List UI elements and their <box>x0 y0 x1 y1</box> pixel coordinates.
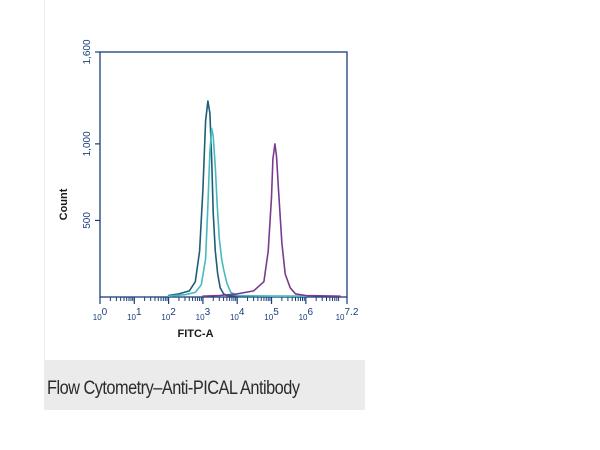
x-tick-exponent: 2 <box>170 307 176 318</box>
histogram-series-line <box>167 127 307 298</box>
y-tick-label: 1,000 <box>82 131 93 156</box>
x-tick-label: 105 <box>264 307 279 322</box>
x-tick-base: 10 <box>230 313 239 322</box>
histogram-series-line <box>202 143 341 298</box>
x-tick-base: 10 <box>196 313 205 322</box>
x-tick-label: 103 <box>196 307 211 322</box>
x-tick-exponent: 7.2 <box>345 307 359 318</box>
x-tick-exponent: 4 <box>239 307 245 318</box>
figure-card: 100 101 102 103 104 105 106 107.2 500 1,000 1,600 F… <box>44 0 365 410</box>
figure-caption: Flow Cytometry–Anti-PICAL Antibody <box>47 378 300 399</box>
x-tick-exponent: 0 <box>102 307 108 318</box>
x-tick-base: 10 <box>264 313 273 322</box>
y-tick-label: 500 <box>82 212 93 229</box>
x-tick-exponent: 3 <box>205 307 211 318</box>
x-tick-base: 10 <box>93 313 102 322</box>
x-tick-label: 104 <box>230 307 245 322</box>
x-axis-title: FITC-A <box>177 328 213 340</box>
x-tick-base: 10 <box>336 313 345 322</box>
histogram-chart: 100 101 102 103 104 105 106 107.25001,0001,600F… <box>58 39 359 340</box>
x-tick-base: 10 <box>161 313 170 322</box>
x-tick-exponent: 6 <box>308 307 314 318</box>
caption-bar: Flow Cytometry–Anti-PICAL Antibody <box>45 360 365 410</box>
x-tick-label: 100 <box>93 307 108 322</box>
x-tick-base: 10 <box>299 313 308 322</box>
plot-frame <box>99 51 348 298</box>
x-tick-label: 106 <box>299 307 314 322</box>
y-axis-title: Count <box>58 188 70 220</box>
x-tick-exponent: 5 <box>273 307 279 318</box>
x-tick-exponent: 1 <box>136 307 142 318</box>
y-tick-label: 1,600 <box>82 39 93 64</box>
x-tick-label: 107.2 <box>336 307 359 322</box>
x-tick-label: 101 <box>127 307 142 322</box>
plot-area: 100 101 102 103 104 105 106 107.2 500 1,000 1,600 F… <box>45 0 365 360</box>
x-tick-label: 102 <box>161 307 176 322</box>
x-tick-base: 10 <box>127 313 136 322</box>
